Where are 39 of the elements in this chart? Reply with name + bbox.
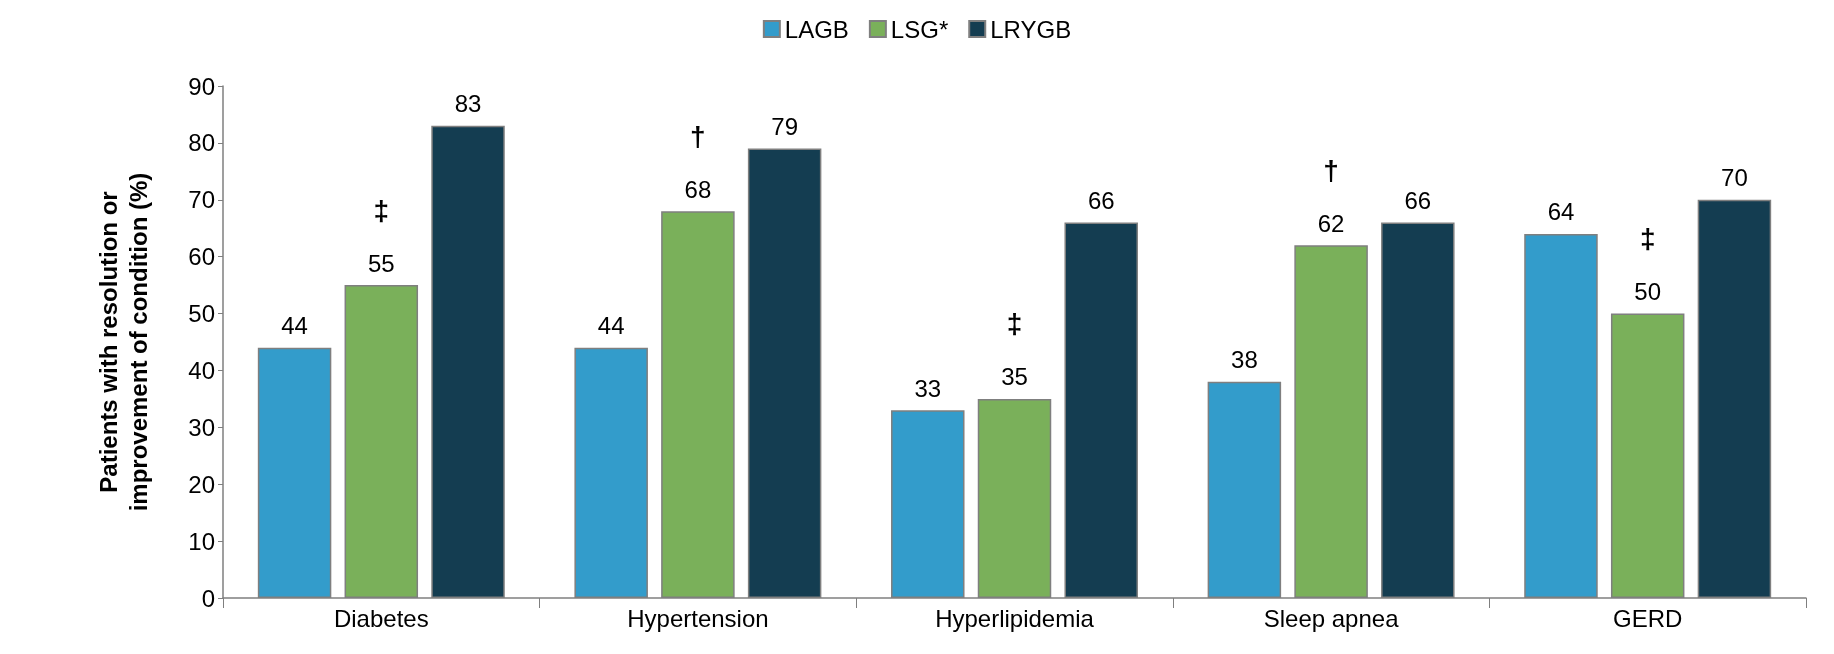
data-label: 55: [367, 249, 395, 277]
y-tick-label: 30: [188, 413, 215, 441]
x-tick-label: Diabetes: [333, 604, 429, 632]
annotation: ‡: [1006, 308, 1023, 340]
data-label: 83: [454, 90, 482, 118]
y-tick-label: 80: [188, 129, 215, 157]
data-label: 66: [1404, 187, 1432, 215]
data-label: 70: [1721, 164, 1748, 192]
annotation: †: [1323, 154, 1339, 186]
data-label: 33: [914, 374, 942, 402]
y-tick-label: 0: [201, 584, 215, 612]
y-tick-label: 90: [188, 72, 215, 100]
data-label: 79: [771, 113, 798, 141]
legend-label: LSG*: [890, 15, 949, 43]
y-tick-label: 50: [188, 300, 215, 328]
y-tick-label: 70: [188, 186, 215, 214]
y-axis-title: Patients with resolution or improvement of condition (%): [94, 172, 152, 512]
y-tick-label: 60: [188, 243, 215, 271]
y-tick-label: 40: [188, 356, 215, 384]
x-tick-label: GERD: [1613, 604, 1683, 632]
y-tick-label: 20: [188, 470, 215, 498]
data-label: 44: [597, 312, 625, 340]
annotation: ‡: [373, 194, 390, 226]
data-label: 66: [1087, 187, 1115, 215]
annotation: ‡: [1639, 223, 1656, 255]
data-label: 50: [1634, 278, 1662, 306]
legend-label: LRYGB: [990, 15, 1072, 43]
annotation: †: [690, 120, 706, 152]
data-label: 44: [281, 312, 308, 340]
legend-label: LAGB: [784, 15, 849, 43]
data-label: 38: [1231, 346, 1258, 374]
x-tick-label: Hypertension: [627, 604, 769, 632]
data-label: 62: [1317, 209, 1345, 237]
x-tick-label: Hyperlipidemia: [935, 604, 1095, 632]
data-label: 64: [1547, 198, 1575, 226]
x-tick-label: Sleep apnea: [1263, 604, 1400, 632]
data-label: 35: [1001, 363, 1028, 391]
data-label: 68: [684, 175, 712, 203]
y-tick-label: 10: [188, 527, 215, 555]
